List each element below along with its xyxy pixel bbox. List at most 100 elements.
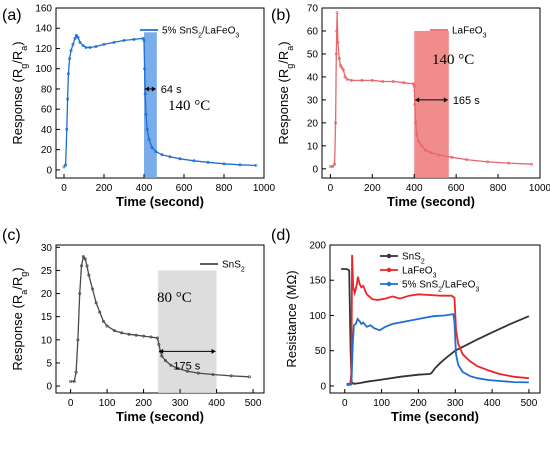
data-point [98, 310, 102, 314]
y-tick-label: 160 [35, 4, 52, 15]
x-tick-label: 200 [135, 398, 152, 409]
x-tick-label: 1000 [529, 183, 550, 194]
panel-b-response-time: 165 s [453, 95, 480, 107]
y-tick-label: 30 [307, 95, 319, 106]
data-point [337, 57, 341, 61]
panel-d-x-axis-label: Time (second) [391, 409, 479, 424]
data-point [370, 78, 374, 82]
y-tick-label: 20 [41, 289, 53, 300]
panel-c-response-time: 175 s [173, 360, 200, 372]
panel-b-ticks: 0 200 400 600 800 1000 0 10 20 30 40 50 60 70 [307, 4, 550, 195]
x-tick-label: 300 [447, 398, 464, 409]
panel-a-legend: 5% SnS2/LaFeO3 [140, 26, 239, 40]
y-tick-label: 200 [309, 241, 326, 252]
data-point [134, 333, 138, 337]
panel-d-plot-frame [329, 244, 541, 394]
x-tick-label: 100 [373, 398, 390, 409]
data-point [76, 35, 80, 39]
legend-label: SnS2 [402, 252, 425, 266]
data-point [334, 121, 338, 125]
panel-a-chart: (a) 0 200 400 600 800 1000 0 20 40 60 80 100 120 140 1… [2, 4, 276, 210]
data-point [147, 138, 151, 142]
data-point [412, 84, 416, 88]
y-tick-label: 10 [307, 141, 319, 152]
y-tick-label: 0 [46, 165, 52, 176]
data-point [112, 40, 116, 44]
data-point [486, 160, 490, 164]
data-point [88, 45, 92, 49]
y-tick-label: 100 [309, 311, 326, 322]
panel-c-chart: (c) 0 100 200 300 400 500 0 5 10 15 20 25 30 175 s 8… [2, 227, 265, 424]
panel-a-letter: (a) [2, 7, 22, 24]
data-point [420, 144, 424, 148]
y-tick-label: 30 [41, 243, 53, 254]
data-point [429, 151, 433, 155]
data-point [81, 255, 85, 259]
panel-d-y-axis-label: Resistance (MΩ) [284, 270, 299, 367]
data-point [143, 92, 147, 96]
data-point [71, 42, 75, 46]
panel-a-y-axis-label: Response (Rg/Ra) [10, 41, 29, 144]
y-axis-label-text: Response (Rg/Ra) [10, 41, 29, 144]
data-point [101, 319, 105, 323]
x-tick-label: 500 [521, 398, 538, 409]
data-point [450, 155, 454, 159]
x-tick-label: 500 [245, 398, 262, 409]
data-point [414, 121, 418, 125]
data-point [335, 11, 339, 15]
x-tick-label: 600 [448, 183, 465, 194]
panel-b-response-arrow [415, 97, 448, 103]
panel-a-ticks: 0 200 400 600 800 1000 0 20 40 60 80 100 120 140 160 [35, 4, 275, 195]
series-line [70, 255, 250, 383]
data-point [402, 81, 406, 85]
panel-a-x-axis-label: Time (second) [116, 194, 204, 209]
data-point [437, 153, 441, 157]
panel-c-y-axis-label: Response (Ra/Rg) [10, 267, 29, 370]
y-tick-label: 40 [307, 72, 319, 83]
data-point [144, 112, 148, 116]
y-tick-label: 100 [35, 64, 52, 75]
data-point [465, 158, 469, 162]
data-point [127, 332, 131, 336]
data-point [360, 78, 364, 82]
legend-marker [386, 281, 392, 287]
x-tick-label: 0 [61, 183, 67, 194]
panel-b-temperature: 140 °C [432, 52, 474, 68]
arrow-head-left [145, 86, 149, 92]
data-point [62, 165, 66, 169]
series-line [330, 12, 532, 168]
data-point [120, 331, 124, 335]
y-tick-label: 20 [41, 145, 53, 156]
panel-d-chart: (d) 0 100 200 300 400 500 0 50 100 150 200 SnS2LaF… [271, 227, 541, 424]
data-point [336, 40, 340, 44]
data-point [73, 36, 77, 40]
data-point [185, 369, 189, 373]
legend-label: 5% SnS2/LaFeO3 [162, 26, 239, 40]
y-axis-label-text: Response (Ra/Rg) [10, 267, 29, 370]
data-point [74, 370, 78, 374]
y-tick-label: 50 [307, 49, 319, 60]
data-point [196, 371, 200, 375]
data-point [343, 75, 347, 79]
data-point [411, 82, 415, 86]
data-point [335, 29, 339, 33]
data-point [87, 273, 91, 277]
data-point [530, 162, 534, 166]
data-point [328, 165, 332, 169]
data-point [78, 292, 82, 296]
panel-d-series [341, 254, 530, 387]
y-tick-label: 150 [309, 276, 326, 287]
x-tick-label: 400 [484, 398, 501, 409]
data-point [122, 38, 126, 42]
legend-marker [386, 267, 392, 273]
panel-d-ticks: 0 100 200 300 400 500 0 50 100 150 200 [309, 241, 537, 410]
x-tick-label: 800 [216, 183, 233, 194]
y-tick-label: 25 [41, 266, 53, 277]
data-point [229, 374, 233, 378]
data-point [65, 127, 69, 131]
data-point [222, 162, 226, 166]
data-point [381, 80, 385, 84]
data-point [334, 52, 338, 56]
y-tick-label: 0 [46, 382, 52, 393]
